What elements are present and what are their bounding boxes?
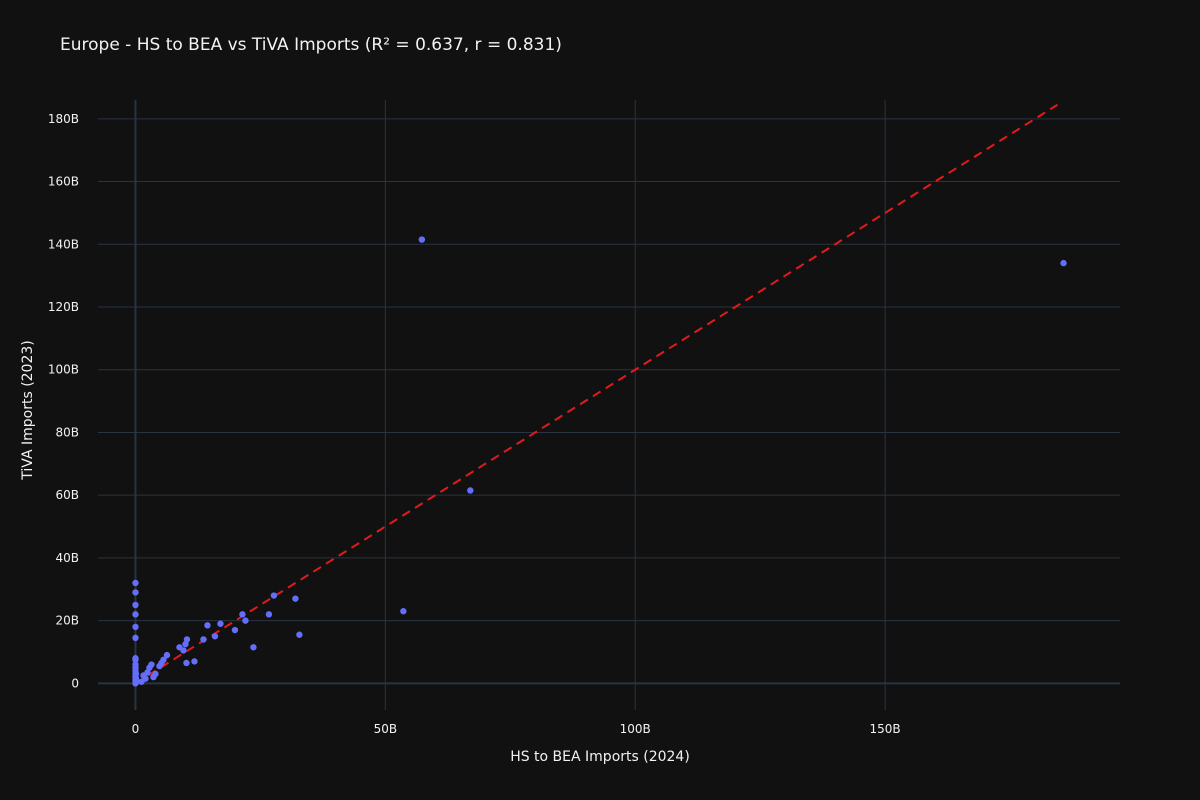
data-point[interactable] (160, 656, 167, 664)
data-point[interactable] (467, 487, 474, 494)
data-point[interactable] (265, 611, 273, 618)
x-tick-label: 150B (870, 722, 901, 736)
data-point[interactable] (132, 601, 139, 609)
x-tick-label: 50B (374, 722, 398, 736)
data-point[interactable] (142, 675, 149, 682)
data-point[interactable] (191, 658, 198, 665)
trend-layer (134, 103, 1059, 685)
y-tick-label: 80B (55, 425, 79, 439)
data-point[interactable] (400, 608, 407, 615)
tick-layer: 0 20B 40B 60B 80B 100B 120B 140B 160B 180B 0 50B 100… (48, 112, 901, 736)
y-tick-label: 140B (48, 237, 79, 251)
x-tick-label: 0 (132, 722, 140, 736)
data-point[interactable] (152, 670, 159, 678)
data-point[interactable] (132, 589, 139, 596)
data-point[interactable] (180, 647, 187, 654)
data-point[interactable] (132, 670, 140, 678)
data-point[interactable] (270, 592, 278, 599)
data-point[interactable] (217, 620, 224, 627)
y-tick-label: 40B (55, 551, 79, 565)
x-axis-title: HS to BEA Imports (2024) (510, 749, 690, 765)
data-point[interactable] (1060, 259, 1067, 267)
data-point[interactable] (296, 631, 303, 638)
data-point[interactable] (132, 611, 139, 618)
points-layer (132, 236, 1067, 687)
data-point[interactable] (242, 617, 249, 624)
y-axis-title: TiVA Imports (2023) (20, 340, 36, 480)
grid-layer (98, 100, 1120, 710)
data-point[interactable] (292, 595, 299, 602)
x-tick-label: 100B (620, 722, 651, 736)
data-point[interactable] (132, 623, 139, 631)
chart-title: Europe - HS to BEA vs TiVA Imports (R² =… (60, 35, 562, 55)
y-tick-label: 100B (48, 363, 79, 377)
data-point[interactable] (163, 651, 171, 659)
trend-line (134, 103, 1059, 685)
data-point[interactable] (132, 579, 139, 587)
data-point[interactable] (183, 636, 191, 643)
data-point[interactable] (132, 675, 140, 682)
data-point[interactable] (148, 661, 155, 668)
data-point[interactable] (200, 636, 207, 643)
data-point[interactable] (132, 661, 139, 668)
y-tick-label: 60B (55, 488, 79, 502)
data-point[interactable] (250, 644, 257, 651)
data-point[interactable] (231, 626, 239, 634)
data-point[interactable] (204, 622, 211, 629)
y-tick-label: 120B (48, 300, 79, 314)
data-point[interactable] (183, 659, 190, 667)
y-tick-label: 180B (48, 112, 79, 126)
data-point[interactable] (132, 634, 139, 642)
y-tick-label: 0 (71, 676, 79, 690)
y-tick-label: 160B (48, 175, 79, 189)
data-point[interactable] (211, 633, 219, 640)
data-point[interactable] (132, 655, 139, 662)
y-tick-label: 20B (55, 614, 79, 628)
data-point[interactable] (418, 236, 426, 243)
data-point[interactable] (239, 611, 246, 618)
